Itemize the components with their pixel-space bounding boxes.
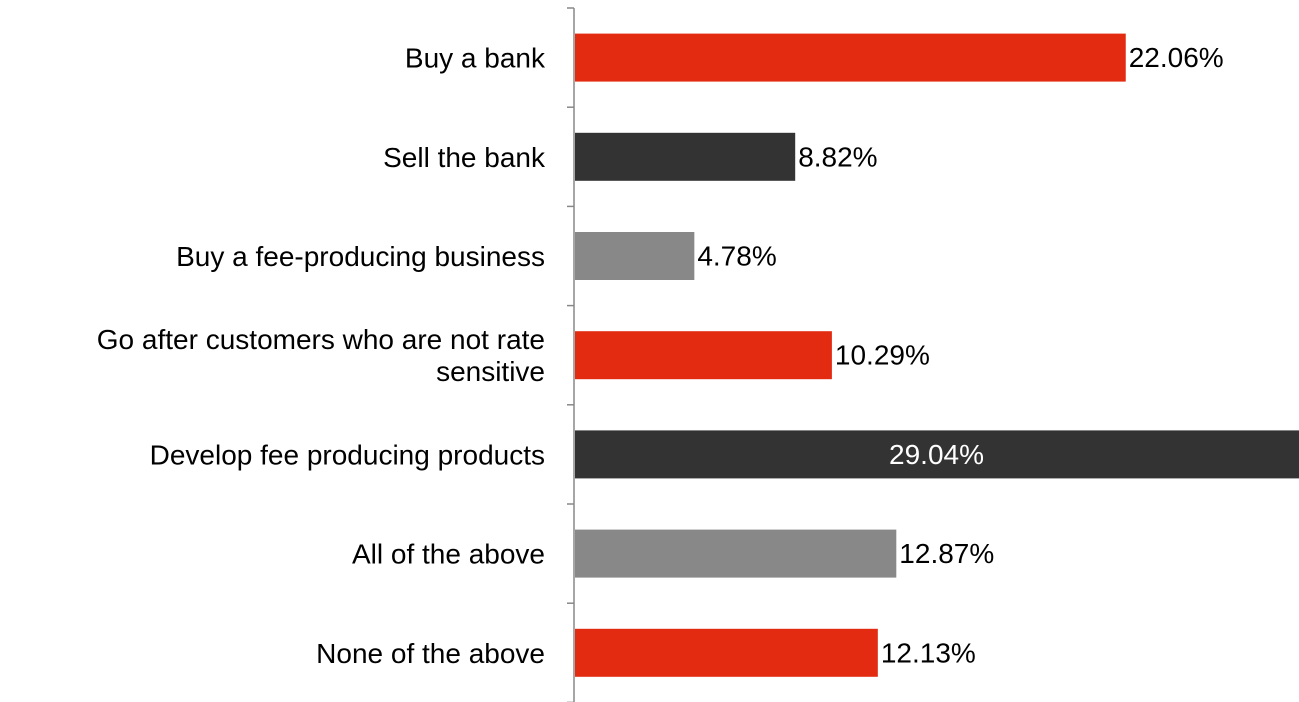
chart-labels: Buy a bank 22.06% Sell the bank 8.82% Buy a …	[97, 42, 1224, 668]
data-label: 29.04%	[889, 439, 984, 470]
category-label: Buy a fee-producing business	[176, 241, 545, 272]
category-label: Sell the bank	[383, 141, 546, 172]
bar	[575, 331, 832, 380]
bar	[575, 33, 1126, 82]
bar	[575, 529, 897, 578]
category-label: All of the above	[352, 538, 545, 569]
data-label: 12.87%	[899, 538, 994, 569]
category-label: Go after customers who are not rate sensi…	[97, 324, 545, 387]
bar	[575, 628, 878, 677]
data-label: 4.78%	[697, 241, 776, 272]
chart-axis	[567, 7, 575, 702]
data-label: 22.06%	[1129, 42, 1224, 73]
bar	[575, 132, 796, 181]
category-label: Buy a bank	[405, 42, 546, 73]
category-label: Develop fee producing products	[150, 439, 545, 470]
data-label: 12.13%	[881, 637, 976, 668]
bar	[575, 232, 695, 280]
category-label: None of the above	[316, 637, 545, 668]
chart-bars	[575, 33, 1299, 677]
bar	[575, 430, 1299, 479]
data-label: 8.82%	[798, 141, 877, 172]
data-label: 10.29%	[835, 340, 930, 371]
